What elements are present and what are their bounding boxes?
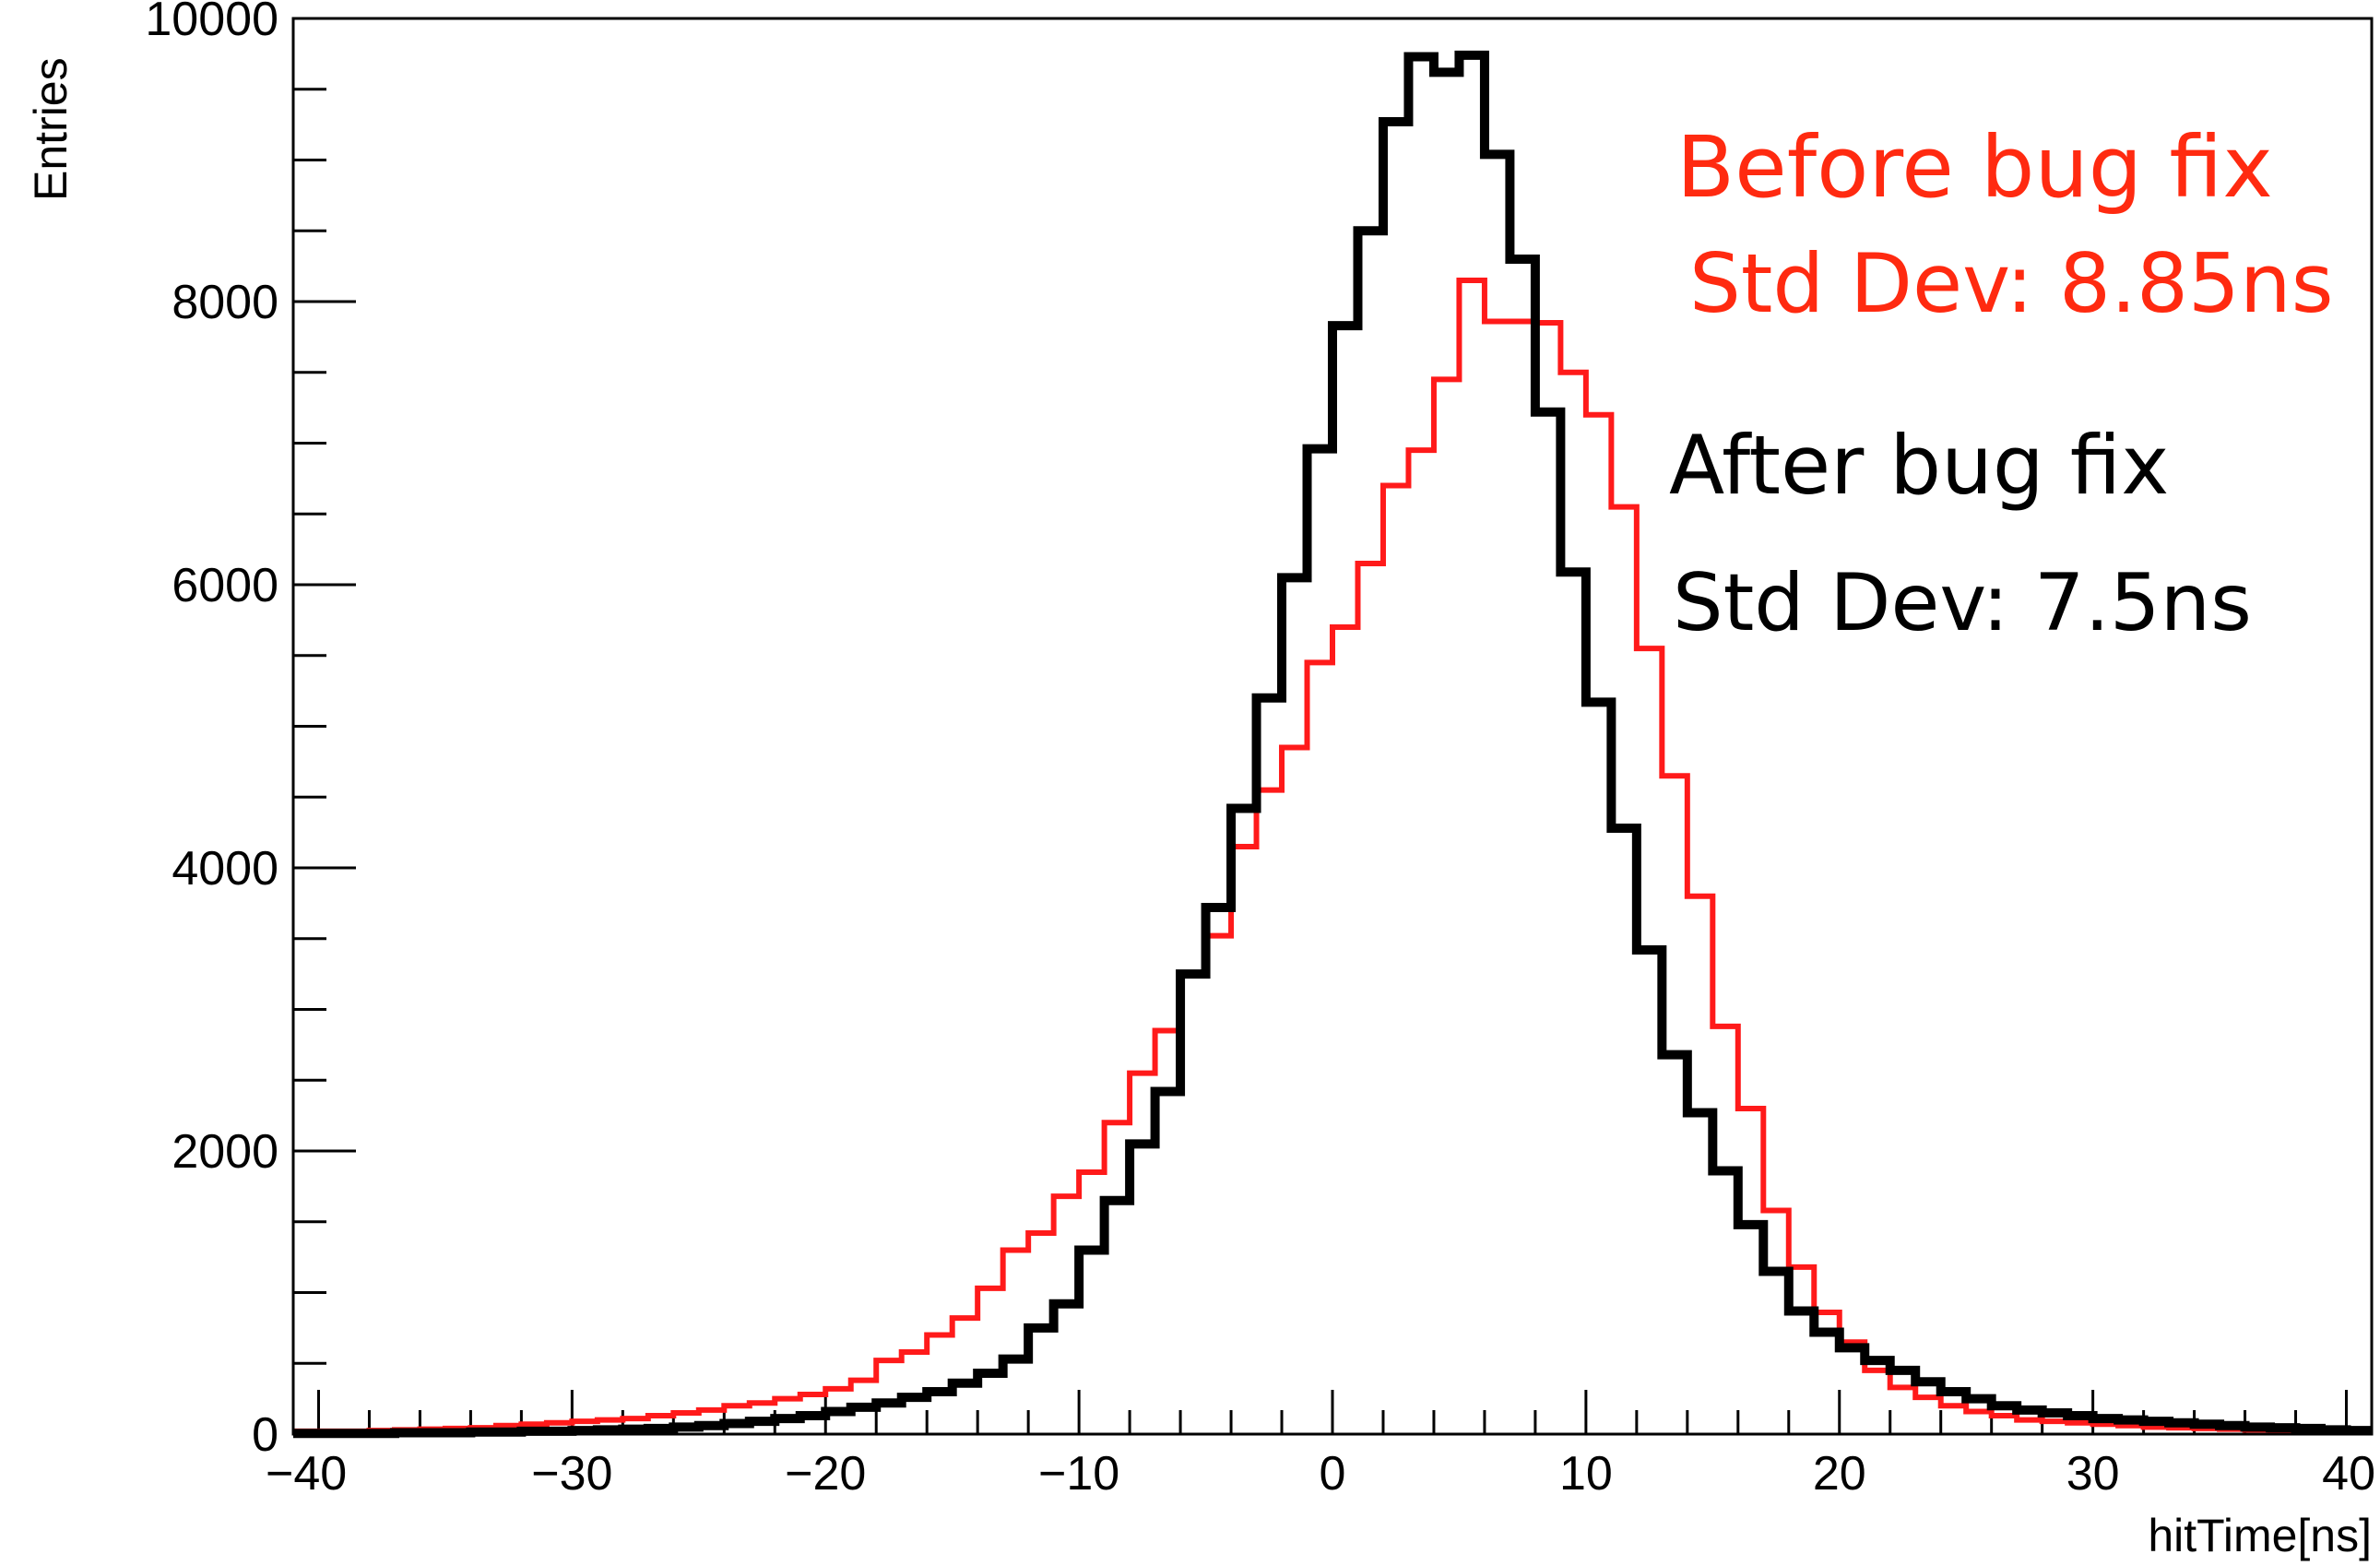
histogram-series — [293, 50, 2372, 1439]
series-before-bug-fix — [293, 277, 2372, 1434]
series-before-line — [293, 277, 2372, 1434]
plot-frame — [291, 17, 2374, 1436]
y-axis-title: Entries — [25, 57, 77, 201]
x-tick-label: 0 — [1320, 1447, 1346, 1501]
y-tick-label: 0 — [252, 1408, 278, 1462]
x-tick-label: 10 — [1559, 1447, 1613, 1501]
annotation-before-std: Std Dev: 8.85ns — [1689, 236, 2334, 331]
x-tick-label: −40 — [266, 1447, 347, 1501]
series-after-line — [293, 50, 2372, 1439]
x-tick-label: −30 — [531, 1447, 612, 1501]
annotation-before-title: Before bug fix — [1676, 118, 2273, 217]
annotation-after-std: Std Dev: 7.5ns — [1673, 557, 2252, 649]
x-tick-label: 40 — [2322, 1447, 2375, 1501]
y-tick-label: 10000 — [145, 0, 278, 46]
x-tick-label: 30 — [2066, 1447, 2120, 1501]
y-tick-label: 2000 — [172, 1125, 278, 1179]
y-tick-label: 8000 — [172, 276, 278, 329]
x-axis-title: hitTime[ns] — [2148, 1510, 2372, 1561]
y-tick-label: 4000 — [172, 842, 278, 896]
y-tick-label: 6000 — [172, 559, 278, 612]
x-tick-label: −10 — [1038, 1447, 1119, 1501]
x-tick-label: 20 — [1813, 1447, 1866, 1501]
annotation-after-title: After bug fix — [1669, 418, 2169, 513]
series-after-bug-fix — [293, 50, 2372, 1439]
x-tick-label: −20 — [785, 1447, 866, 1501]
axis-labels: 0 2000 4000 6000 8000 10000 −40 −30 −20 −10 0 10 20 3… — [145, 0, 2375, 1501]
